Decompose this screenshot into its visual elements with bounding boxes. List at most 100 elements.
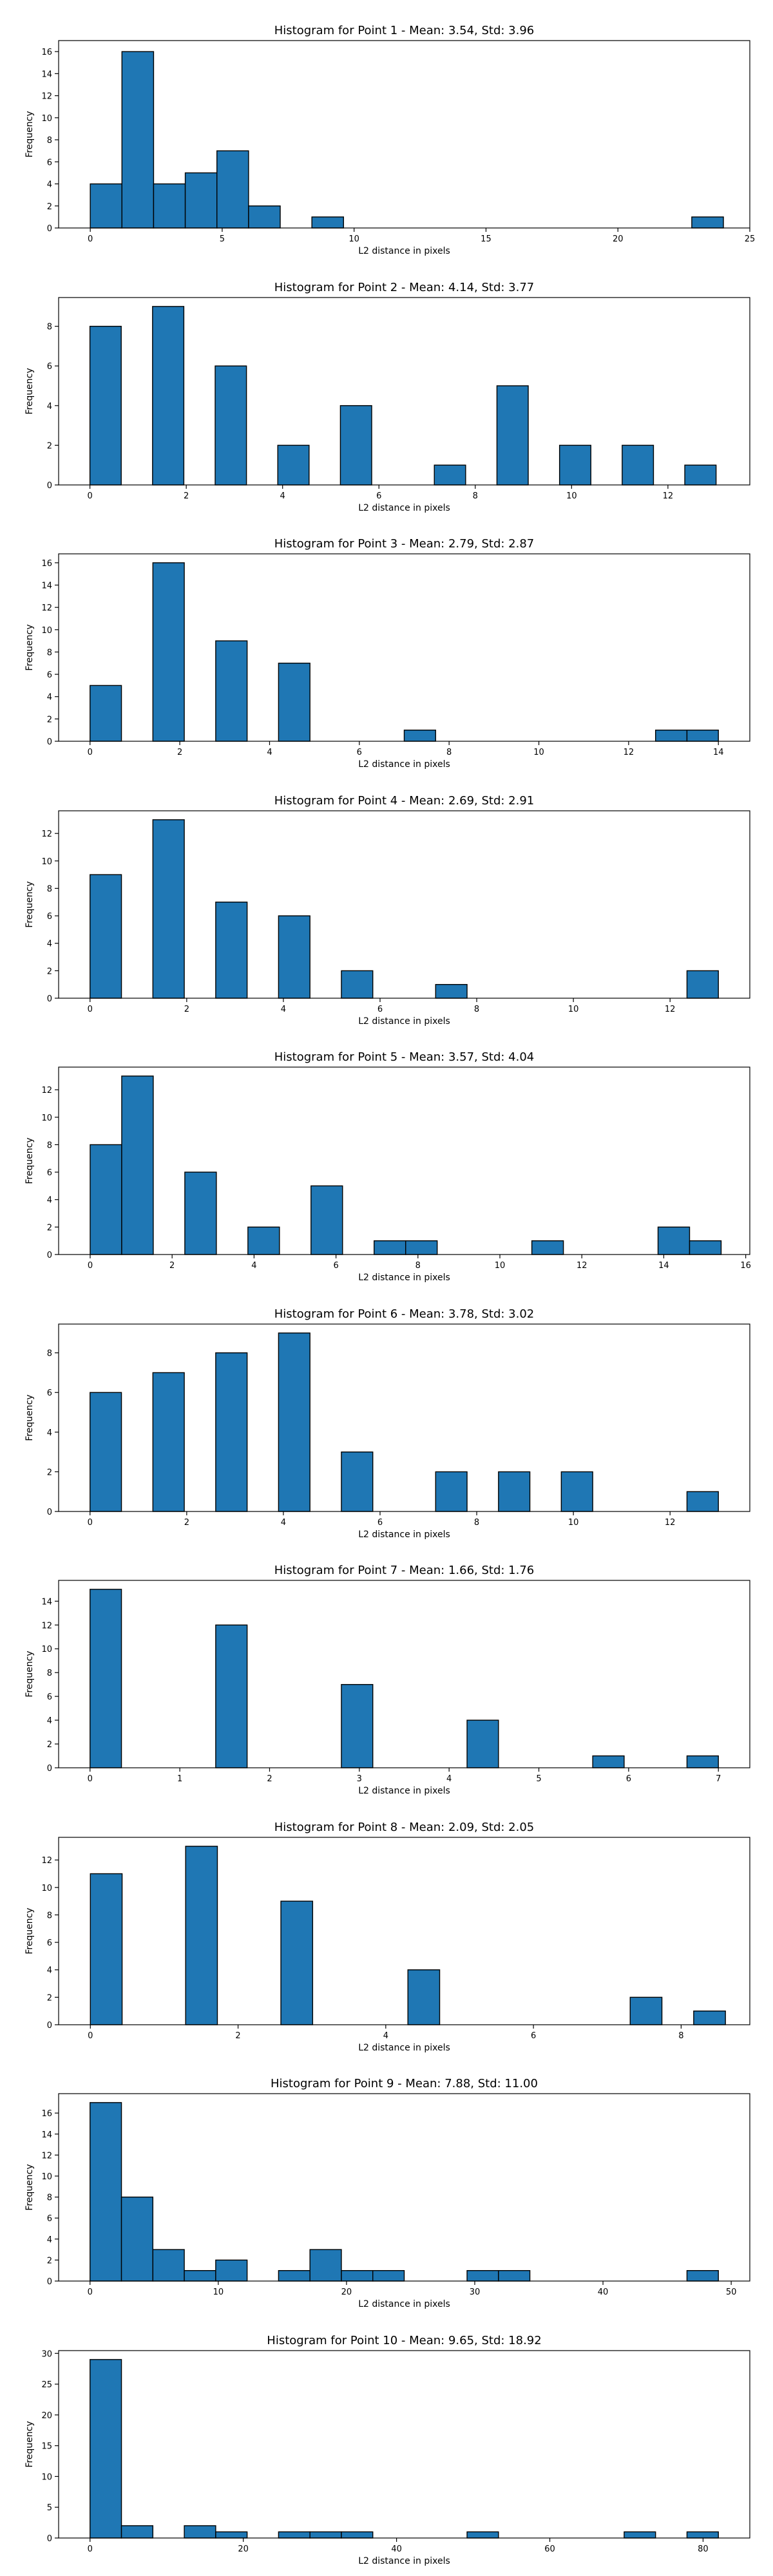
histogram-bar	[691, 216, 724, 229]
y-tick-label: 12	[41, 1621, 52, 1631]
chart-title: Histogram for Point 5 - Mean: 3.57, Std:…	[274, 1050, 535, 1064]
y-tick-label: 2	[47, 2256, 52, 2266]
histogram-bar	[339, 405, 372, 486]
histogram-3: Histogram for Point 3 - Mean: 2.79, Std:…	[24, 537, 750, 770]
y-tick-label: 6	[47, 158, 52, 167]
y-tick-label: 2	[47, 1740, 52, 1750]
x-axis-label: L2 distance in pixels	[358, 2556, 450, 2566]
chart-title: Histogram for Point 4 - Mean: 2.69, Std:…	[274, 794, 535, 808]
x-tick-label: 4	[281, 1005, 286, 1014]
chart-title: Histogram for Point 8 - Mean: 2.09, Std:…	[274, 1821, 535, 1834]
x-tick-label: 4	[383, 2031, 388, 2041]
x-axis-label: L2 distance in pixels	[358, 1273, 450, 1283]
histogram-bar	[686, 729, 719, 742]
y-tick-label: 8	[47, 1911, 52, 1920]
histogram-bar	[90, 874, 122, 999]
y-axis-label: Frequency	[24, 624, 35, 670]
histogram-bar	[184, 2525, 216, 2539]
y-tick-label: 6	[47, 1938, 52, 1948]
histogram-bar	[152, 2249, 185, 2282]
histogram-bar	[215, 1352, 248, 1512]
plot-frame	[58, 2350, 750, 2539]
x-tick-label: 10	[568, 1518, 579, 1528]
histogram-bar	[686, 2269, 719, 2282]
y-tick-label: 0	[47, 2534, 52, 2544]
x-tick-label: 12	[665, 1005, 676, 1014]
x-axis-label: L2 distance in pixels	[358, 2299, 450, 2309]
y-tick-label: 12	[41, 1856, 52, 1866]
y-tick-label: 4	[47, 1428, 52, 1438]
x-tick-label: 2	[184, 1518, 189, 1528]
y-tick-label: 0	[47, 1251, 52, 1260]
histogram-9: Histogram for Point 9 - Mean: 7.88, Std:…	[24, 2077, 750, 2309]
histogram-bar	[90, 2359, 122, 2539]
histogram-bar	[121, 1075, 154, 1255]
y-tick-label: 6	[47, 1388, 52, 1398]
histogram-bar	[341, 2269, 374, 2282]
histogram-bar	[309, 2249, 342, 2282]
chart-title: Histogram for Point 6 - Mean: 3.78, Std:…	[274, 1307, 535, 1321]
histogram-4: Histogram for Point 4 - Mean: 2.69, Std:…	[24, 794, 750, 1027]
histogram-bar	[560, 1471, 593, 1512]
x-axis-label: L2 distance in pixels	[358, 2043, 450, 2053]
histogram-bar	[496, 385, 529, 486]
x-tick-label: 16	[740, 1261, 751, 1271]
plot-frame	[58, 1066, 750, 1255]
plot-frame	[58, 40, 750, 229]
y-tick-label: 8	[47, 2193, 52, 2203]
histogram-bar	[215, 365, 247, 486]
plot-frame	[58, 1580, 750, 1768]
x-tick-label: 6	[377, 1518, 383, 1528]
histogram-bar	[592, 1755, 625, 1768]
y-tick-label: 0	[47, 2021, 52, 2031]
histogram-bar	[372, 2269, 405, 2282]
x-tick-label: 40	[598, 2287, 609, 2297]
y-tick-label: 2	[47, 967, 52, 976]
y-tick-label: 0	[47, 481, 52, 491]
x-tick-label: 2	[267, 1774, 272, 1784]
x-tick-label: 10	[568, 1005, 579, 1014]
y-axis-label: Frequency	[24, 1137, 35, 1184]
histogram-bar	[657, 1226, 691, 1255]
x-tick-label: 2	[184, 1005, 189, 1014]
x-axis-label: L2 distance in pixels	[358, 246, 450, 256]
histogram-bar	[215, 2531, 248, 2539]
x-tick-label: 0	[88, 2544, 93, 2554]
histogram-bar	[90, 685, 122, 742]
y-tick-label: 8	[47, 648, 52, 658]
histogram-bar	[277, 444, 310, 486]
y-tick-label: 8	[47, 1669, 52, 1678]
y-tick-label: 0	[47, 1764, 52, 1774]
y-tick-label: 0	[47, 994, 52, 1004]
x-tick-label: 0	[88, 1261, 93, 1271]
histogram-bar	[215, 2259, 248, 2282]
histogram-bar	[153, 183, 186, 229]
y-tick-label: 2	[47, 1468, 52, 1477]
x-tick-label: 5	[536, 1774, 541, 1784]
histogram-bar	[310, 1185, 343, 1255]
histogram-bar	[405, 1240, 438, 1255]
y-tick-label: 8	[47, 323, 52, 332]
y-tick-label: 4	[47, 180, 52, 190]
y-tick-label: 0	[47, 737, 52, 747]
y-tick-label: 20	[41, 2411, 52, 2421]
histogram-bar	[374, 1240, 406, 1255]
y-tick-label: 2	[47, 441, 52, 451]
plot-frame	[58, 2093, 750, 2282]
histogram-bar	[278, 2531, 310, 2539]
histogram-bar	[121, 51, 155, 229]
histogram-bar	[215, 640, 248, 742]
histogram-bar	[311, 216, 345, 229]
x-tick-label: 20	[613, 234, 624, 244]
x-tick-label: 80	[698, 2544, 709, 2554]
y-tick-label: 4	[47, 1716, 52, 1726]
y-tick-label: 10	[41, 2172, 52, 2182]
x-tick-label: 14	[658, 1261, 669, 1271]
x-tick-label: 30	[470, 2287, 481, 2297]
y-tick-label: 6	[47, 1168, 52, 1178]
histogram-bar	[152, 306, 185, 486]
y-tick-label: 12	[41, 92, 52, 102]
x-tick-label: 20	[238, 2544, 249, 2554]
